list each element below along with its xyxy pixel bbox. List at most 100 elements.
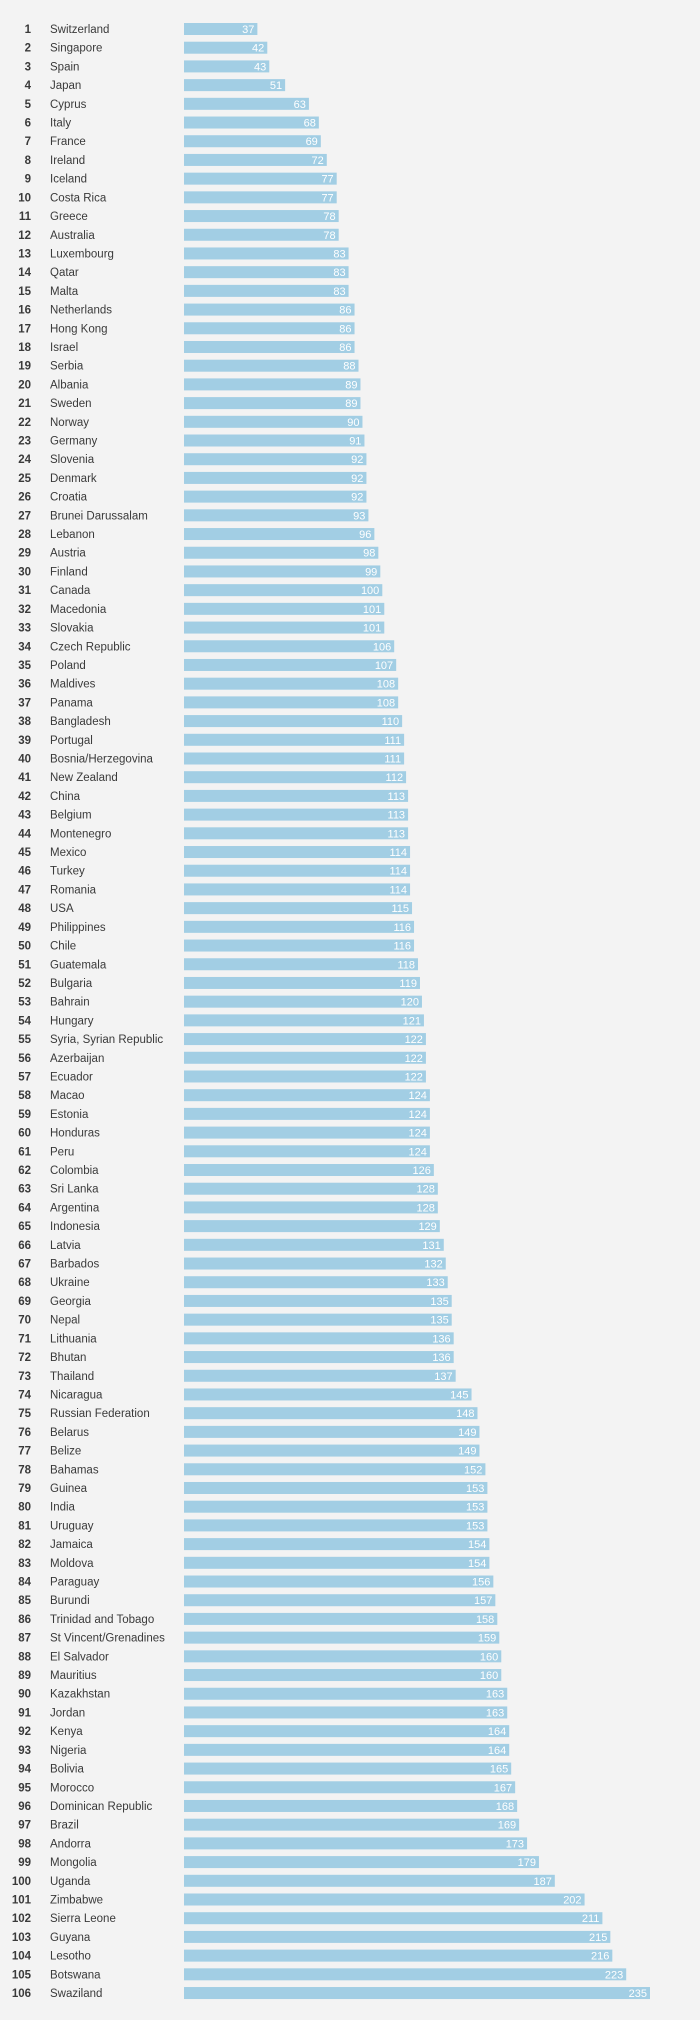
chart-row: 3 Spain 43	[25, 60, 270, 73]
rank-label: 1	[25, 24, 32, 36]
bar-value-label: 136	[432, 1333, 450, 1345]
rank-label: 41	[18, 772, 31, 784]
chart-row: 23 Germany 91	[18, 434, 365, 448]
bar	[184, 228, 339, 241]
bar-value-label: 165	[490, 1764, 508, 1776]
bar	[184, 210, 339, 223]
country-label: Barbados	[50, 1259, 99, 1271]
bar	[184, 1070, 426, 1083]
bar	[184, 920, 415, 933]
country-label: Sierra Leone	[50, 1913, 116, 1925]
chart-row: 36 Maldives 108	[18, 677, 399, 691]
country-label: Hong Kong	[50, 323, 108, 335]
chart-row: 2 Singapore 42	[25, 41, 268, 55]
chart-row: 58 Macao 124	[18, 1089, 430, 1102]
bar-value-label: 122	[405, 1053, 423, 1065]
rank-label: 63	[18, 1184, 31, 1196]
bar-value-label: 108	[377, 697, 395, 709]
bar-value-label: 83	[333, 286, 345, 298]
chart-row: 106 Swaziland 235	[12, 1987, 650, 2000]
chart-row: 10 Costa Rica 77	[18, 191, 337, 204]
country-label: Finland	[50, 566, 88, 578]
chart-row: 82 Jamaica 154	[18, 1538, 490, 1551]
rank-label: 85	[18, 1595, 31, 1607]
rank-label: 39	[18, 735, 31, 747]
rank-label: 91	[18, 1707, 31, 1719]
chart-row: 13 Luxembourg 83	[18, 247, 349, 260]
chart-row: 62 Colombia 126	[18, 1164, 434, 1177]
bar-value-label: 78	[323, 211, 335, 223]
country-label: Jamaica	[50, 1539, 93, 1551]
bar	[184, 958, 418, 971]
country-label: Poland	[50, 660, 86, 672]
rank-label: 105	[12, 1969, 32, 1981]
country-label: Japan	[50, 80, 81, 92]
chart-row: 76 Belarus 149	[18, 1425, 480, 1439]
bar-value-label: 131	[422, 1240, 440, 1252]
bar	[184, 266, 349, 279]
country-label: Denmark	[50, 473, 97, 485]
chart-row: 105 Botswana 223	[12, 1968, 627, 1981]
chart-row: 60 Honduras 124	[18, 1126, 430, 1140]
bar	[184, 995, 422, 1008]
chart-row: 81 Uruguay 153	[18, 1519, 488, 1532]
chart-row: 12 Australia 78	[18, 228, 339, 242]
country-label: El Salvador	[50, 1651, 109, 1663]
rank-label: 51	[18, 959, 31, 971]
chart-row: 45 Mexico 114	[18, 846, 411, 859]
chart-row: 30 Finland 99	[18, 565, 381, 578]
bar-value-label: 112	[386, 772, 404, 784]
rank-label: 28	[18, 529, 31, 541]
rank-label: 94	[18, 1764, 31, 1776]
bar-value-label: 69	[306, 136, 318, 148]
rank-label: 10	[18, 192, 31, 204]
rank-label: 3	[25, 61, 31, 73]
country-label: Macedonia	[50, 604, 107, 616]
rank-label: 19	[18, 361, 31, 373]
rank-label: 46	[18, 866, 31, 878]
bar	[184, 1463, 486, 1476]
chart-row: 88 El Salvador 160	[18, 1650, 502, 1663]
chart-row: 1 Switzerland 37	[25, 23, 258, 36]
rank-label: 76	[18, 1427, 31, 1439]
rank-label: 70	[18, 1315, 31, 1327]
bar-value-label: 42	[252, 43, 264, 55]
bar-value-label: 114	[390, 884, 408, 896]
bar	[184, 1407, 478, 1420]
rank-label: 65	[18, 1221, 31, 1233]
bar-value-label: 149	[458, 1427, 476, 1439]
country-label: Sweden	[50, 398, 92, 410]
chart-row: 22 Norway 90	[18, 415, 363, 429]
bar-value-label: 128	[416, 1184, 434, 1196]
chart-row: 6 Italy 68	[25, 116, 319, 130]
rank-label: 66	[18, 1240, 31, 1252]
bar	[184, 1444, 480, 1457]
bar-value-label: 101	[363, 623, 381, 635]
country-label: China	[50, 791, 81, 803]
bar	[184, 1987, 650, 2000]
rank-label: 64	[18, 1202, 31, 1214]
bar-value-label: 124	[409, 1146, 427, 1158]
chart-row: 89 Mauritius 160	[18, 1669, 502, 1682]
bar-value-label: 135	[430, 1315, 448, 1327]
bar-value-label: 153	[466, 1483, 484, 1495]
bar-value-label: 179	[518, 1857, 536, 1869]
country-label: Greece	[50, 211, 88, 223]
rank-label: 14	[18, 267, 31, 279]
rank-label: 82	[18, 1539, 31, 1551]
bar	[184, 902, 413, 915]
country-label: Bulgaria	[50, 978, 93, 990]
bar	[184, 1968, 627, 1981]
chart-row: 31 Canada 100	[18, 584, 383, 597]
country-label: Macao	[50, 1090, 85, 1102]
country-label: Syria, Syrian Republic	[50, 1034, 163, 1046]
country-label: Spain	[50, 61, 79, 73]
chart-row: 94 Bolivia 165	[18, 1762, 512, 1776]
country-label: Germany	[50, 436, 98, 448]
rank-label: 55	[18, 1034, 31, 1046]
bar-value-label: 187	[533, 1876, 551, 1888]
rank-label: 60	[18, 1128, 31, 1140]
bar-value-label: 235	[629, 1988, 647, 2000]
country-label: Maldives	[50, 679, 96, 691]
chart-row: 98 Andorra 173	[18, 1837, 528, 1850]
